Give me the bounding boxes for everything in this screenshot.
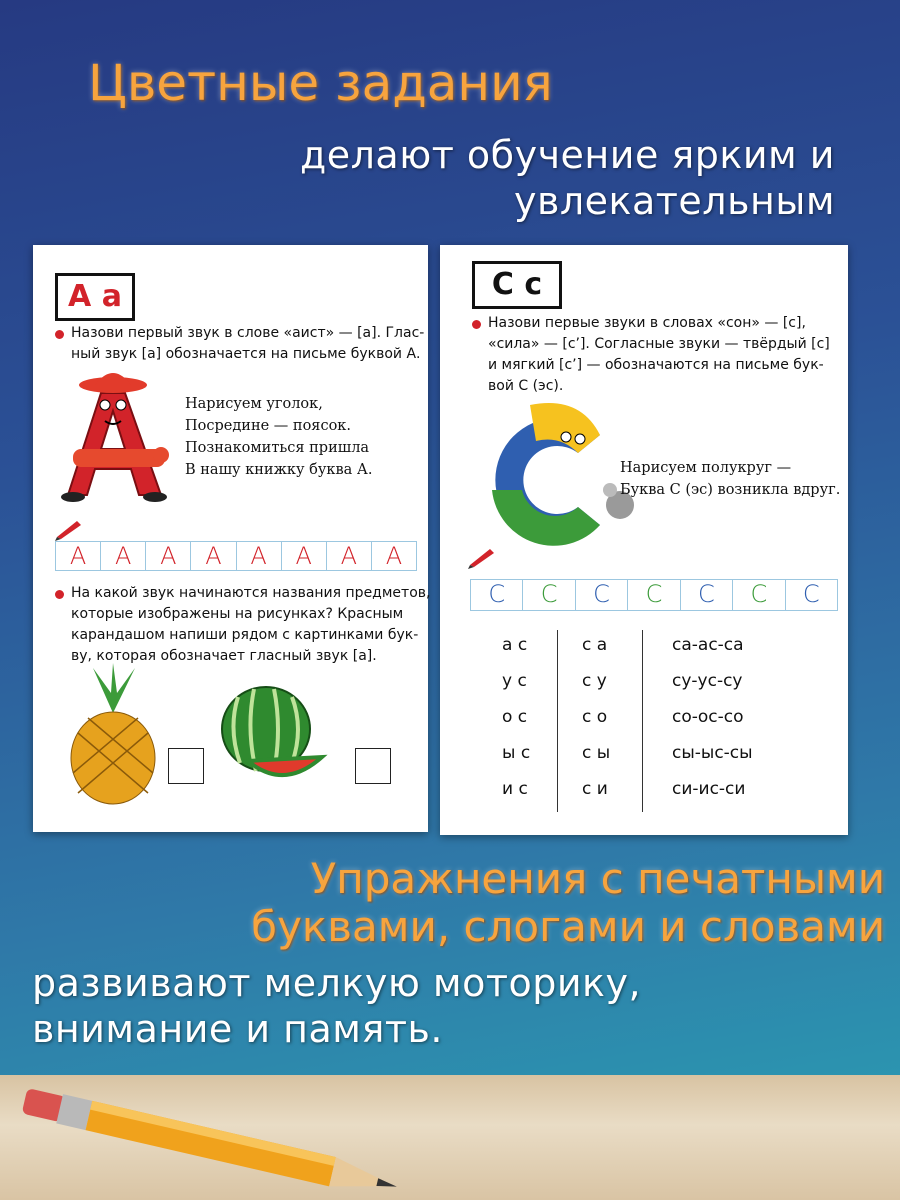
- tracing-letter: С: [523, 580, 576, 610]
- text-line: и мягкий [с’] — обозначаются на письме б…: [488, 357, 824, 373]
- syllable: со-ос-со: [672, 707, 744, 727]
- headline: Упражнения с печатными буквами, слогами и…: [251, 855, 885, 951]
- syllable: са-ас-са: [672, 635, 744, 655]
- task-text: Назови первый звук в слове «аист» — [а].…: [71, 323, 424, 365]
- left-page: А а Назови первый звук в слове «аист» — …: [33, 245, 430, 832]
- text-line: вой С (эс).: [488, 378, 564, 394]
- text-line: увлекательным: [513, 179, 835, 223]
- task-text: Назови первые звуки в словах «сон» — [с]…: [488, 313, 830, 397]
- text-line: развивают мелкую моторику,: [32, 961, 642, 1005]
- text-line: Посредине — поясок.: [185, 418, 351, 434]
- syllable: с у: [582, 671, 607, 691]
- text-line: Нарисуем полукруг —: [620, 460, 792, 476]
- syllable: сы-ыс-сы: [672, 743, 753, 763]
- text-line: Упражнения с печатными: [310, 854, 885, 903]
- bullet: [55, 590, 64, 599]
- syllable: с а: [582, 635, 608, 655]
- text-line: буквами, слогами и словами: [251, 902, 885, 951]
- bullet: [472, 320, 481, 329]
- subheadline: делают обучение ярким и увлекательным: [300, 132, 835, 224]
- tracing-letter: С: [628, 580, 681, 610]
- divider: [642, 630, 643, 812]
- letter-box: А а: [55, 273, 135, 321]
- pineapple: [70, 663, 156, 805]
- text-line: Познакомиться пришла: [185, 440, 370, 456]
- syllable: с и: [582, 779, 608, 799]
- text-line: ный звук [а] обозначается на письме букв…: [71, 346, 421, 362]
- answer-box: [355, 748, 391, 784]
- tracing-letter: А: [146, 542, 192, 570]
- syllable: с о: [582, 707, 608, 727]
- tracing-letter: А: [101, 542, 147, 570]
- text-line: Нарисуем уголок,: [185, 396, 323, 412]
- divider: [557, 630, 558, 812]
- text-line: В нашу книжку буква А.: [185, 462, 373, 478]
- text-line: карандашом напиши рядом с картинками бук…: [71, 627, 419, 643]
- syllable-table: а с с а са-ас-са у с с у су-ус-су о с с о со-ос-…: [440, 635, 848, 815]
- text-line: «сила» — [с’]. Согласные звуки — твёрдый…: [488, 336, 830, 352]
- letter-a-illustration: [61, 373, 169, 502]
- syllable: су-ус-су: [672, 671, 743, 691]
- right-page: С с Назови первые звуки в словах «сон» —…: [440, 245, 848, 835]
- tracing-letter: А: [237, 542, 282, 570]
- tracing-letter: С: [802, 580, 820, 608]
- text-line: Назови первые звуки в словах «сон» — [с]…: [488, 315, 806, 331]
- watermelon: [221, 686, 328, 777]
- syllable: и с: [502, 779, 528, 799]
- tracing-letter: А: [327, 542, 372, 570]
- task-text: На какой звук начинаются названия предме…: [71, 583, 430, 667]
- tracing-letter: С: [576, 580, 629, 610]
- tracing-letter: А: [282, 542, 327, 570]
- text-line: внимание и память.: [32, 1007, 443, 1051]
- tracing-letter: С: [681, 580, 734, 610]
- syllable: о с: [502, 707, 528, 727]
- poem: Нарисуем уголок, Посредине — поясок. Позна…: [185, 393, 372, 481]
- text-line: которые изображены на рисунках? Красным: [71, 606, 404, 622]
- syllable: си-ис-си: [672, 779, 746, 799]
- text-line: Буква С (эс) возникла вдруг.: [620, 482, 841, 498]
- tracing-letter: А: [191, 542, 237, 570]
- answer-box: [168, 748, 204, 784]
- text-line: ву, которая обозначает гласный звук [а].: [71, 648, 377, 664]
- poem: Нарисуем полукруг — Буква С (эс) возникла…: [620, 457, 840, 501]
- syllable: а с: [502, 635, 528, 655]
- text-line: делают обучение ярким и: [299, 133, 835, 177]
- tracing-letter: А: [385, 542, 403, 570]
- text-line: Назови первый звук в слове «аист» — [а].…: [71, 325, 425, 341]
- text-line: На какой звук начинаются названия предме…: [71, 585, 431, 601]
- syllable: с ы: [582, 743, 611, 763]
- tracing-letter: С: [471, 580, 524, 610]
- syllable: у с: [502, 671, 527, 691]
- letter-box: С с: [472, 261, 562, 309]
- pencil-icon: [55, 521, 81, 541]
- bullet: [55, 330, 64, 339]
- letter-c-illustration: [492, 403, 634, 546]
- pencil: [22, 1089, 397, 1187]
- syllable: ы с: [502, 743, 531, 763]
- pencil-icon: [468, 549, 494, 569]
- tracing-letter: С: [733, 580, 786, 610]
- headline: Цветные задания: [88, 54, 553, 112]
- tracing-letter: А: [56, 542, 102, 570]
- subheadline: развивают мелкую моторику, внимание и пам…: [32, 960, 641, 1052]
